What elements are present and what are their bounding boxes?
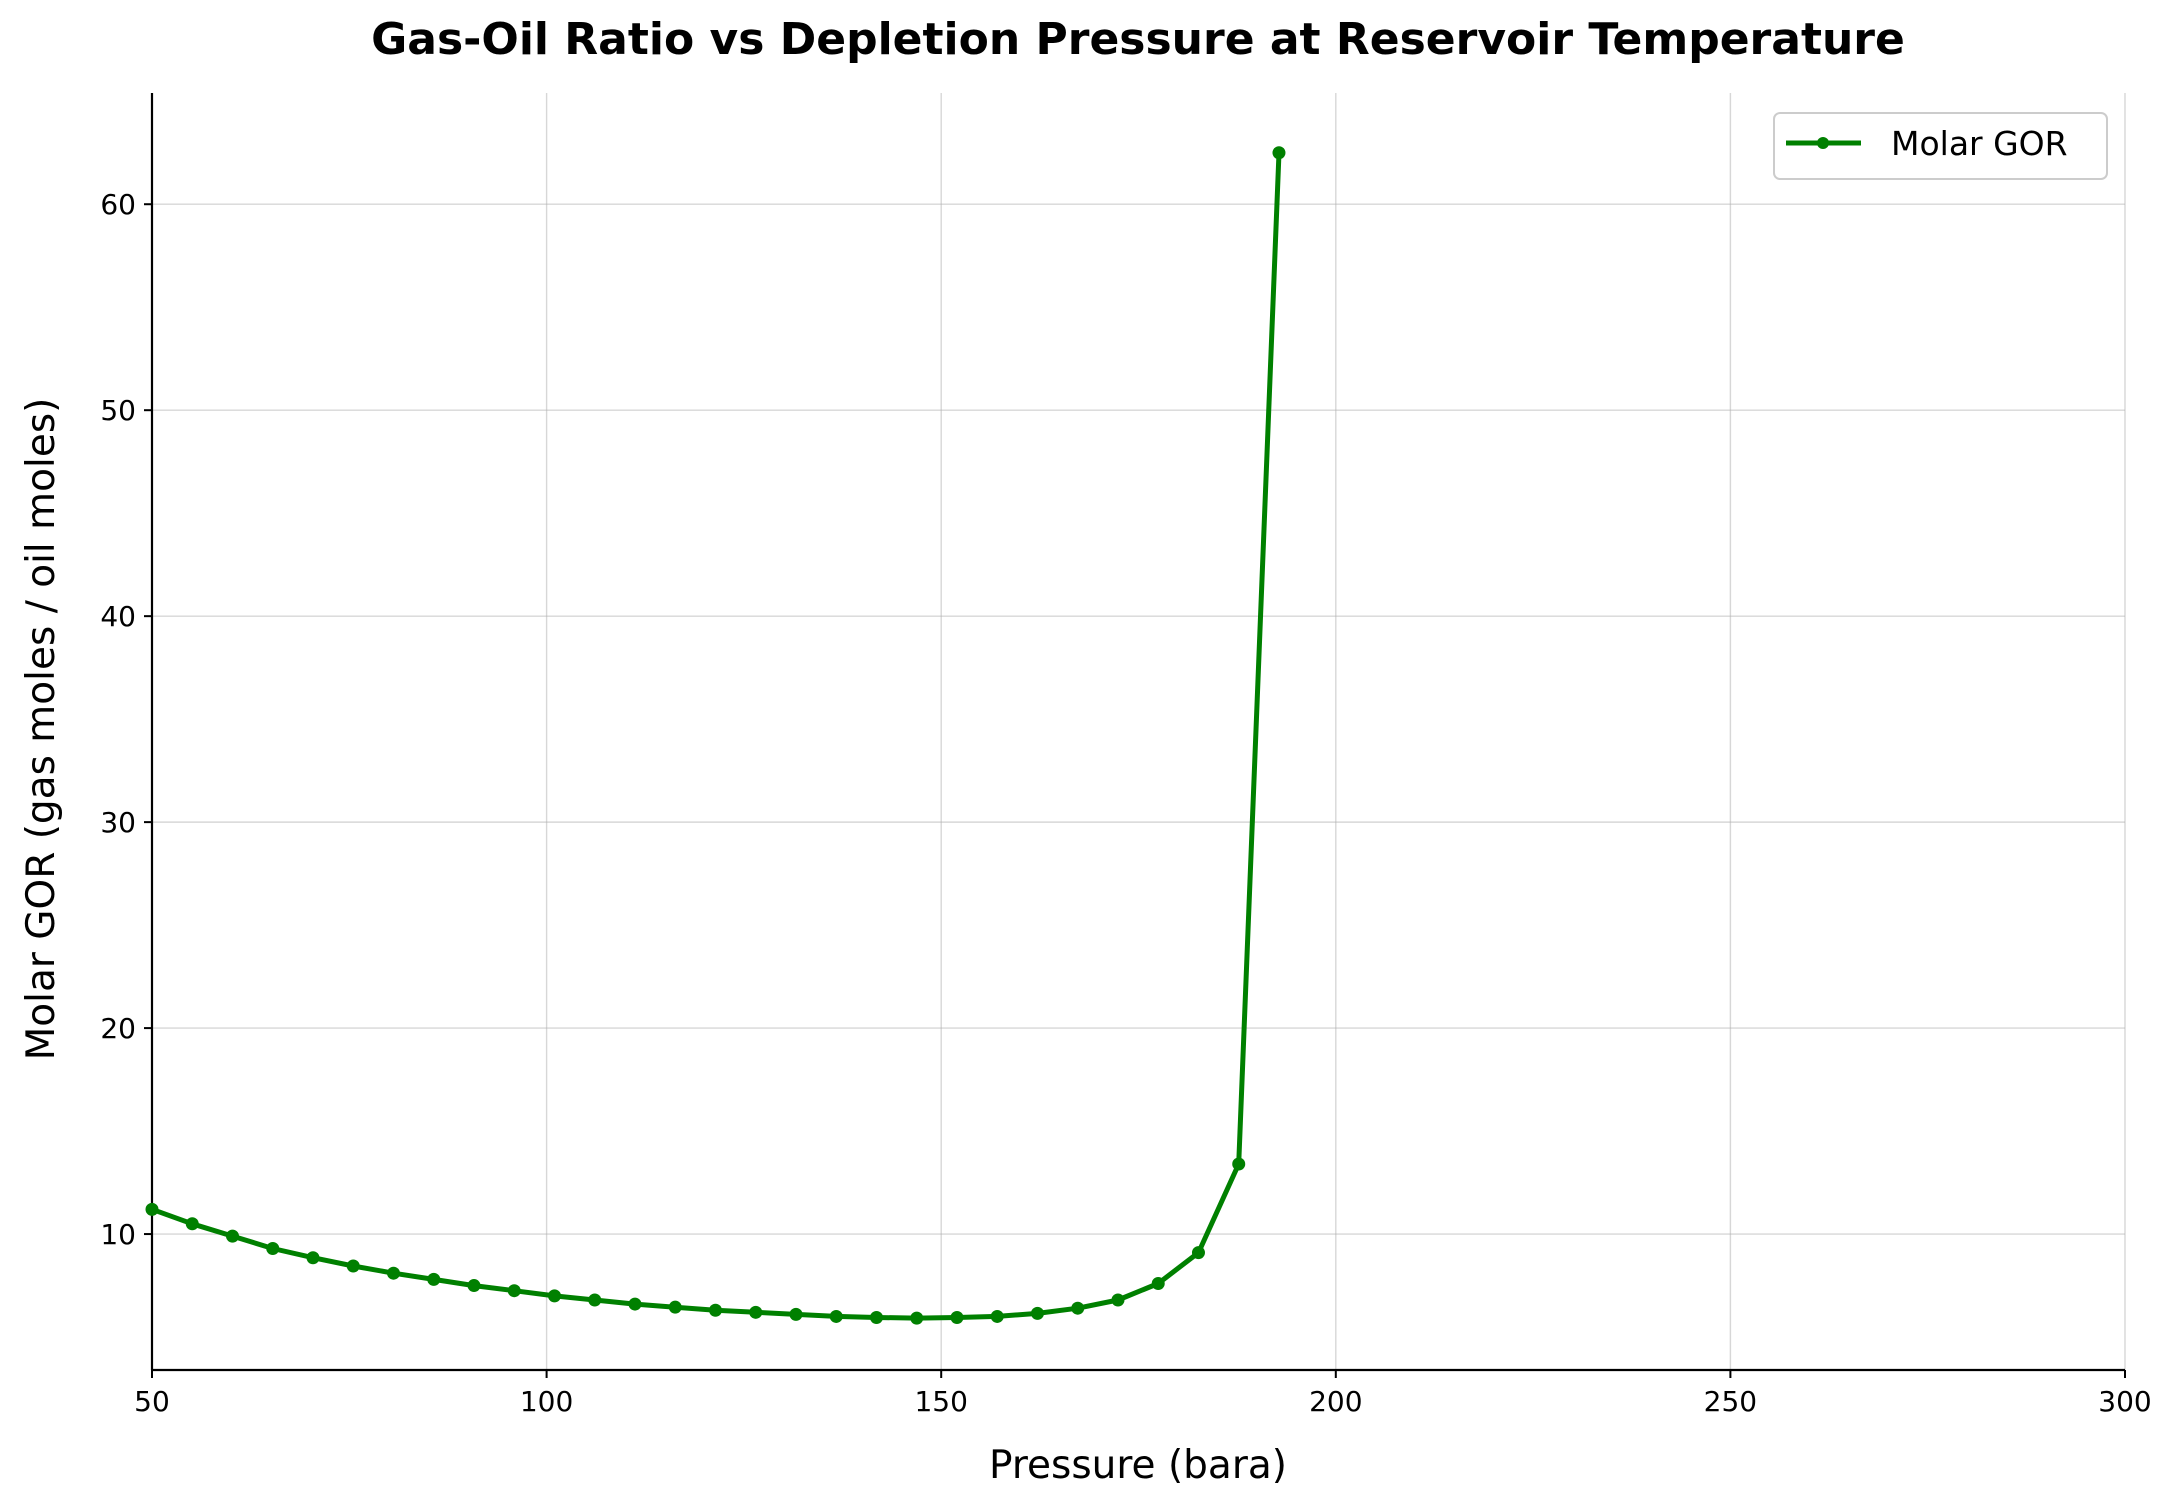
series-line-molar-gor bbox=[149, 150, 1282, 1321]
y-tick-label: 10 bbox=[100, 1218, 136, 1251]
axes: 50 100 150 200 250 300 10 20 30 40 50 60 bbox=[100, 93, 2152, 1418]
data-series bbox=[145, 146, 1286, 1325]
chart-title: Gas-Oil Ratio vs Depletion Pressure at R… bbox=[371, 14, 1905, 65]
data-point bbox=[869, 1310, 883, 1324]
y-tick-label: 50 bbox=[100, 394, 136, 427]
data-point bbox=[1191, 1246, 1205, 1260]
data-point bbox=[507, 1284, 521, 1298]
x-tick-label: 150 bbox=[914, 1385, 967, 1418]
x-tick-label: 250 bbox=[1704, 1385, 1757, 1418]
legend-marker-swatch bbox=[1817, 137, 1829, 149]
data-point bbox=[1111, 1293, 1125, 1307]
legend-box bbox=[1773, 112, 2108, 180]
x-tick-label: 50 bbox=[134, 1385, 170, 1418]
data-point bbox=[910, 1311, 924, 1325]
x-axis-label: Pressure (bara) bbox=[989, 1443, 1287, 1488]
x-tick-label: 100 bbox=[520, 1385, 573, 1418]
y-axis-label: Molar GOR (gas moles / oil moles) bbox=[19, 398, 64, 1061]
data-point bbox=[346, 1259, 360, 1273]
data-point bbox=[427, 1272, 441, 1286]
data-point bbox=[1071, 1301, 1085, 1315]
x-tick-label: 300 bbox=[2098, 1385, 2151, 1418]
data-point bbox=[266, 1241, 280, 1255]
grid-lines bbox=[151, 93, 2126, 1370]
data-point bbox=[990, 1309, 1004, 1323]
x-tick-label: 200 bbox=[1309, 1385, 1362, 1418]
data-point bbox=[1151, 1276, 1165, 1290]
data-point bbox=[467, 1279, 481, 1293]
data-point bbox=[708, 1303, 722, 1317]
data-point bbox=[185, 1217, 199, 1231]
data-point bbox=[1272, 146, 1286, 160]
legend: Molar GOR bbox=[1773, 112, 2108, 180]
data-point bbox=[225, 1229, 239, 1243]
y-tick-label: 30 bbox=[100, 806, 136, 839]
y-tick-label: 60 bbox=[100, 188, 136, 221]
data-point bbox=[829, 1309, 843, 1323]
data-point bbox=[1232, 1157, 1246, 1171]
data-point bbox=[789, 1307, 803, 1321]
data-point bbox=[145, 1202, 159, 1216]
y-tick-label: 40 bbox=[100, 600, 136, 633]
data-point bbox=[547, 1289, 561, 1303]
data-point bbox=[749, 1305, 763, 1319]
data-point bbox=[668, 1300, 682, 1314]
data-point bbox=[306, 1251, 320, 1265]
data-point bbox=[1030, 1306, 1044, 1320]
data-point bbox=[588, 1293, 602, 1307]
legend-label: Molar GOR bbox=[1891, 124, 2068, 163]
data-point bbox=[628, 1297, 642, 1311]
y-tick-label: 20 bbox=[100, 1012, 136, 1045]
data-point bbox=[386, 1266, 400, 1280]
data-point bbox=[950, 1310, 964, 1324]
